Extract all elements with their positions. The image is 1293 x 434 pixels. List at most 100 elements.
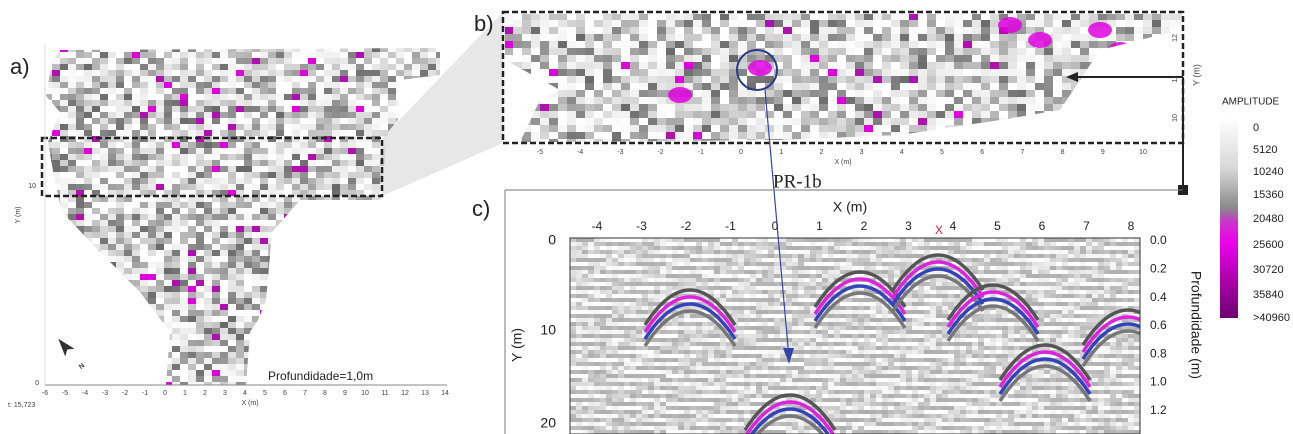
pixel	[52, 178, 61, 185]
pixel	[1044, 258, 1051, 263]
pixel	[156, 82, 165, 89]
pixel	[164, 94, 173, 101]
pixel	[156, 334, 165, 341]
pixel	[1086, 262, 1093, 267]
pixel	[68, 142, 77, 149]
pixel	[148, 118, 157, 125]
pixel	[1053, 118, 1063, 126]
pixel	[100, 148, 109, 155]
pixel	[1098, 246, 1105, 251]
pixel	[348, 172, 357, 179]
pixel	[324, 340, 333, 347]
pixel	[100, 184, 109, 191]
pixel	[1134, 83, 1144, 91]
pixel	[1002, 254, 1009, 259]
pixel	[675, 41, 685, 49]
pixel	[84, 286, 93, 293]
pixel	[380, 346, 389, 353]
pixel	[84, 244, 93, 251]
pixel	[1116, 246, 1123, 251]
pixel	[873, 34, 883, 42]
pixel	[108, 238, 117, 245]
pixel	[244, 286, 253, 293]
pixel	[356, 100, 365, 107]
pixel	[624, 238, 631, 243]
pixel	[582, 238, 589, 243]
pixel	[124, 58, 133, 65]
pixel	[1098, 118, 1108, 126]
pixel	[268, 280, 277, 287]
pixel	[918, 97, 928, 105]
pixel	[260, 94, 269, 101]
pixel	[164, 172, 173, 179]
pixel	[963, 62, 973, 70]
pixel	[1062, 55, 1072, 63]
pixel	[268, 250, 277, 257]
pixel	[621, 125, 631, 133]
pixel	[300, 82, 309, 89]
pixel	[116, 322, 125, 329]
pixel	[936, 27, 946, 35]
pixel	[567, 34, 577, 42]
pixel	[726, 262, 733, 267]
pixel	[188, 112, 197, 119]
pixel	[828, 254, 835, 259]
pixel	[1089, 48, 1099, 56]
pixel	[1116, 13, 1126, 21]
pixel	[1017, 62, 1027, 70]
pixel	[244, 160, 253, 167]
pixel	[702, 242, 709, 247]
pixel	[276, 88, 285, 95]
pixel	[801, 97, 811, 105]
pixel	[172, 364, 181, 371]
pixel	[372, 184, 381, 191]
pixel	[260, 292, 269, 299]
pixel	[268, 154, 277, 161]
pixel	[404, 280, 413, 287]
pixel	[100, 346, 109, 353]
pixel	[846, 262, 853, 267]
pixel	[738, 90, 748, 98]
pixel	[816, 258, 823, 263]
pixel	[1044, 97, 1054, 105]
pixel	[1098, 90, 1108, 98]
pixel	[420, 76, 429, 83]
pixel	[412, 316, 421, 323]
pixel	[124, 268, 133, 275]
pixel	[594, 34, 604, 42]
pixel	[837, 41, 847, 49]
pixel	[252, 142, 261, 149]
pixel	[1092, 250, 1099, 255]
pixel	[990, 250, 997, 255]
pixel	[984, 258, 991, 263]
pixel	[380, 58, 389, 65]
pixel	[276, 256, 285, 263]
pixel	[388, 202, 397, 209]
pixel	[567, 55, 577, 63]
pixel	[648, 238, 655, 243]
pixel	[204, 376, 213, 383]
pixel	[132, 160, 141, 167]
pixel	[420, 64, 429, 71]
pixel	[1122, 258, 1129, 263]
pixel	[252, 202, 261, 209]
pixel	[420, 262, 429, 269]
pixel	[612, 254, 619, 259]
pixel	[212, 142, 221, 149]
pixel	[558, 90, 568, 98]
pixel	[657, 48, 667, 56]
anomaly	[1028, 32, 1052, 48]
pixel	[92, 268, 101, 275]
pixel	[864, 62, 874, 70]
pixel	[308, 154, 317, 161]
pixel	[60, 256, 69, 263]
pixel	[531, 83, 541, 91]
pixel	[68, 232, 77, 239]
pixel	[1161, 118, 1171, 126]
pixel	[60, 52, 69, 59]
pixel	[1143, 34, 1153, 42]
pixel	[76, 178, 85, 185]
pixel	[308, 112, 317, 119]
pixel	[990, 90, 1000, 98]
pixel	[92, 220, 101, 227]
